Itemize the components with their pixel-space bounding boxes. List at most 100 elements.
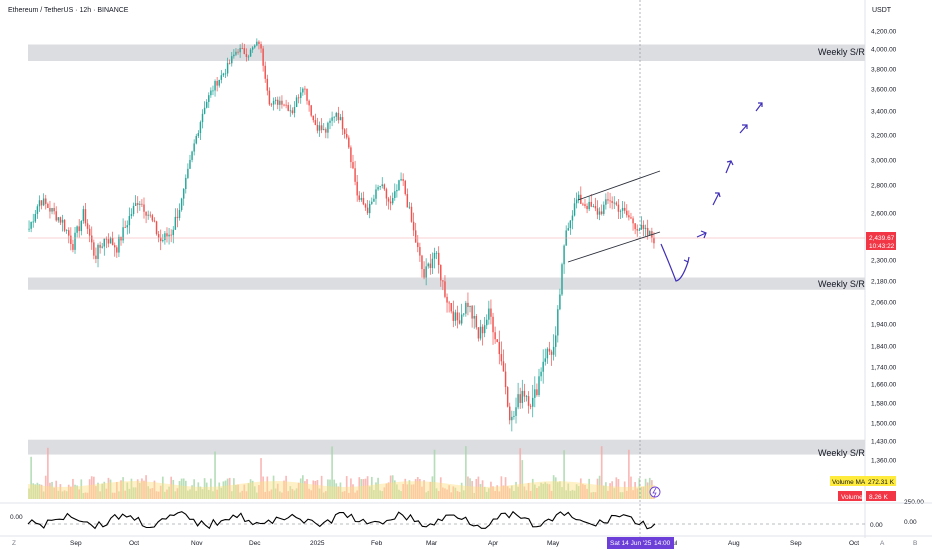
candle-body bbox=[310, 105, 312, 116]
volume-bar bbox=[95, 486, 97, 499]
volume-bar bbox=[251, 480, 254, 499]
volume-bar bbox=[350, 478, 352, 499]
volume-ma-label: Volume MA bbox=[832, 479, 866, 486]
lightning-icon[interactable] bbox=[649, 486, 661, 498]
oscillator-scale-value-1: 0.00 bbox=[870, 522, 883, 529]
sr-zone-0[interactable] bbox=[28, 44, 865, 62]
candle-body bbox=[358, 195, 360, 200]
candle-body bbox=[548, 348, 551, 352]
candle-body bbox=[394, 191, 396, 199]
volume-bar bbox=[193, 479, 195, 499]
candle-body bbox=[185, 177, 187, 189]
candle-body bbox=[379, 186, 381, 188]
volume-bar bbox=[337, 486, 340, 499]
candle-body bbox=[308, 100, 310, 106]
price-tick-label: 1,940.00 bbox=[871, 322, 897, 329]
candle-body bbox=[425, 266, 427, 278]
price-tick-label: 2,180.00 bbox=[871, 279, 897, 286]
candle-body bbox=[640, 224, 643, 230]
volume-bar bbox=[490, 481, 492, 499]
sr-zone-2[interactable] bbox=[28, 439, 865, 455]
candle-body bbox=[513, 415, 515, 417]
volume-bar bbox=[500, 476, 503, 499]
volume-bar bbox=[341, 491, 344, 499]
volume-bar bbox=[559, 481, 561, 499]
volume-bar bbox=[205, 482, 208, 499]
price-scale[interactable]: 4,200.00 4,000.00 3,800.00 3,600.00 3,400.00… bbox=[871, 29, 897, 465]
volume-bar bbox=[421, 486, 423, 499]
volume-bar bbox=[172, 479, 175, 499]
volume-bar bbox=[582, 484, 584, 499]
price-tick-label: 2,060.00 bbox=[871, 300, 897, 307]
time-label: May bbox=[547, 540, 560, 547]
volume-bar bbox=[416, 477, 419, 499]
volume-bar bbox=[611, 481, 613, 499]
volume-bar bbox=[247, 483, 250, 499]
volume-bar bbox=[155, 491, 158, 499]
volume-bar bbox=[538, 486, 540, 499]
candle-body bbox=[70, 235, 72, 244]
candle-body bbox=[404, 180, 406, 195]
candle-body bbox=[544, 358, 547, 362]
candle-body bbox=[172, 229, 174, 236]
candle-body bbox=[444, 281, 446, 297]
candle-body bbox=[452, 311, 455, 321]
volume-bar bbox=[70, 486, 72, 499]
candle-body bbox=[383, 184, 386, 190]
time-axis[interactable]: SepOctNovDec2025FebMarAprMayJulAugSepOct bbox=[70, 540, 859, 547]
candle-body bbox=[318, 125, 321, 131]
candle-body bbox=[231, 56, 233, 64]
volume-bar bbox=[485, 491, 488, 499]
time-label: Apr bbox=[488, 540, 499, 547]
candle-body bbox=[607, 199, 609, 201]
candle-body bbox=[615, 202, 618, 205]
zoom-button[interactable]: Z bbox=[12, 540, 16, 547]
log-scale-button[interactable]: B bbox=[913, 540, 917, 547]
volume-bar bbox=[408, 480, 411, 499]
volume-bar bbox=[504, 477, 507, 499]
volume-bar bbox=[306, 479, 308, 499]
candle-body bbox=[105, 238, 108, 240]
volume-bar bbox=[44, 475, 47, 499]
channel-upper-line[interactable] bbox=[577, 170, 661, 201]
volume-bar bbox=[226, 478, 229, 499]
price-tick-label: 3,600.00 bbox=[871, 87, 897, 94]
candle-body bbox=[103, 238, 106, 247]
volume-bar bbox=[295, 488, 298, 499]
candle-body bbox=[644, 227, 647, 229]
chart-title: Ethereum / TetherUS · 12h · BINANCE bbox=[8, 7, 129, 14]
volume-bar bbox=[387, 482, 390, 499]
volume-bar bbox=[375, 482, 377, 499]
sr-zone-1[interactable] bbox=[28, 277, 865, 290]
volume-bar bbox=[456, 490, 459, 499]
volume-bar bbox=[170, 476, 173, 499]
time-label: Oct bbox=[129, 540, 139, 547]
volume-bar bbox=[216, 489, 218, 499]
candle-body bbox=[381, 184, 383, 187]
forecast-drawing[interactable] bbox=[660, 102, 763, 282]
candle-body bbox=[287, 105, 289, 111]
candle-body bbox=[521, 390, 524, 403]
volume-bar bbox=[237, 484, 239, 499]
volume-bar bbox=[132, 487, 135, 499]
price-tick-label: 3,200.00 bbox=[871, 133, 897, 140]
candle-body bbox=[277, 99, 279, 105]
crosshair-time-tag bbox=[607, 537, 674, 549]
volume-bar bbox=[279, 491, 281, 499]
candle-body bbox=[348, 137, 350, 148]
volume-bar bbox=[153, 480, 156, 499]
candle-body bbox=[149, 214, 151, 216]
candle-body bbox=[155, 221, 158, 235]
channel-lower-line[interactable] bbox=[567, 231, 661, 263]
auto-scale-button[interactable]: A bbox=[880, 540, 885, 547]
candle-body bbox=[239, 48, 241, 53]
volume-bar bbox=[74, 484, 76, 499]
zone-label-bottom: Weekly S/R bbox=[818, 448, 865, 458]
candle-body bbox=[577, 194, 580, 200]
volume-bar bbox=[435, 488, 438, 499]
candle-body bbox=[481, 326, 484, 334]
candle-body bbox=[304, 88, 306, 90]
candle-body bbox=[573, 203, 576, 216]
candle-body bbox=[469, 305, 471, 308]
